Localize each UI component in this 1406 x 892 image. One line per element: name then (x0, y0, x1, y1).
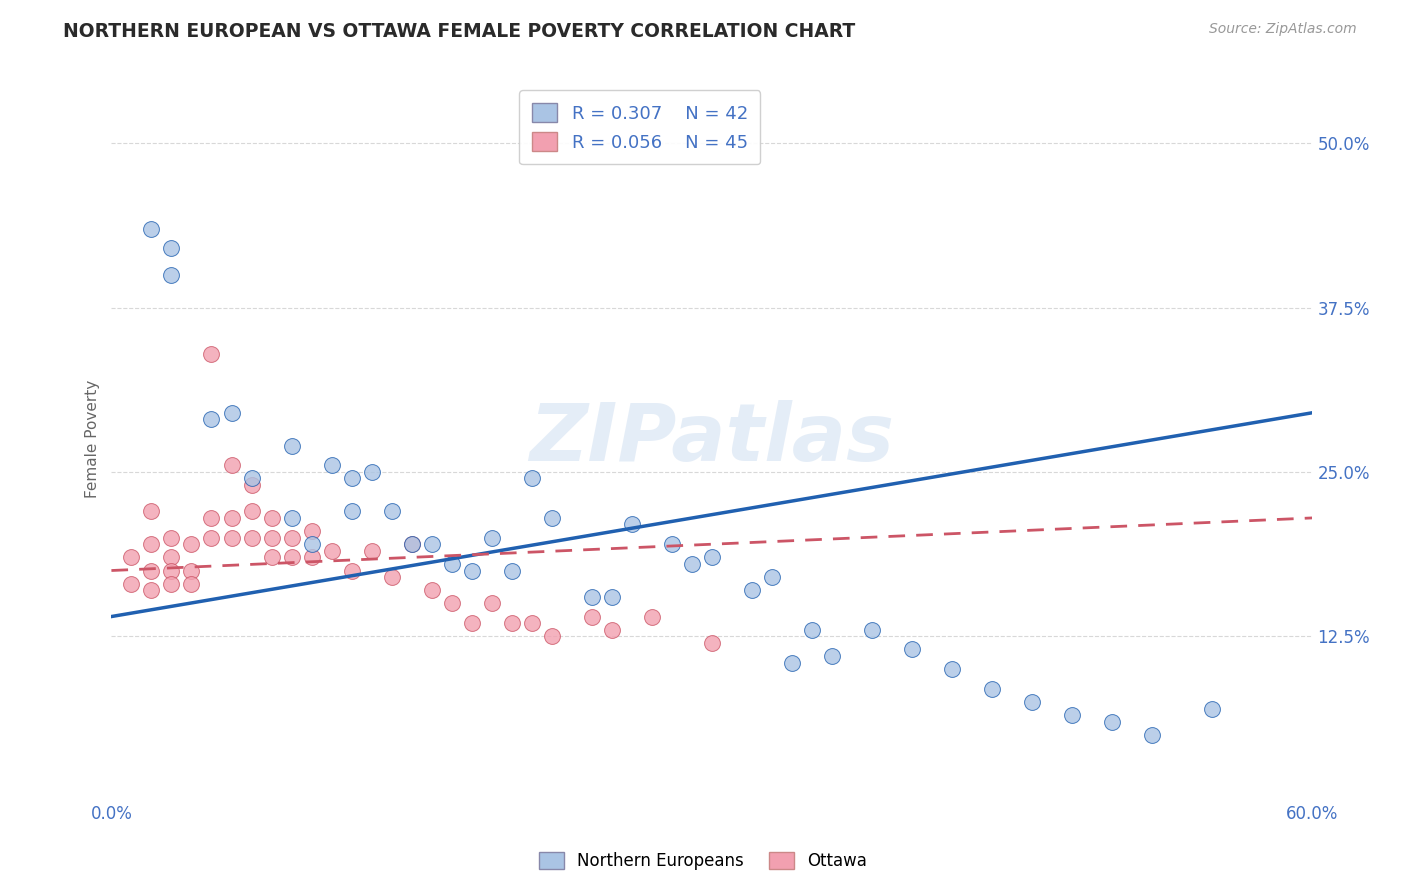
Point (1142, 728, 1164, 742)
Point (981, 681, 1004, 696)
Point (501, 616, 523, 631)
Point (700, 636, 723, 650)
Point (120, 576, 142, 591)
Point (260, 511, 283, 525)
Point (741, 583, 763, 598)
Point (420, 537, 443, 551)
Point (581, 609, 603, 624)
Point (801, 623, 824, 637)
Point (301, 537, 323, 551)
Point (180, 537, 202, 551)
Point (761, 570, 783, 584)
Point (321, 543, 343, 558)
Point (381, 570, 404, 584)
Point (141, 504, 163, 518)
Point (260, 550, 283, 565)
Y-axis label: Female Poverty: Female Poverty (86, 380, 100, 498)
Point (221, 406, 243, 420)
Point (180, 564, 202, 578)
Point (240, 531, 263, 545)
Point (600, 590, 623, 604)
Point (160, 268, 183, 282)
Point (1101, 714, 1123, 729)
Point (160, 550, 183, 565)
Point (120, 550, 142, 565)
Point (941, 662, 963, 676)
Point (620, 517, 643, 532)
Point (221, 511, 243, 525)
Point (200, 346, 222, 360)
Point (540, 511, 562, 525)
Point (340, 471, 363, 485)
Point (360, 465, 382, 479)
Point (180, 576, 202, 591)
Point (160, 576, 183, 591)
Point (340, 504, 363, 518)
Legend: Northern Europeans, Ottawa: Northern Europeans, Ottawa (533, 845, 873, 877)
Point (780, 656, 803, 670)
Point (520, 616, 543, 631)
Point (280, 439, 302, 453)
Point (581, 590, 603, 604)
Point (141, 564, 163, 578)
Point (301, 524, 323, 538)
Point (1021, 695, 1043, 709)
Point (381, 504, 404, 518)
Point (240, 504, 263, 518)
Point (1062, 708, 1084, 723)
Legend: R = 0.307    N = 42, R = 0.056    N = 45: R = 0.307 N = 42, R = 0.056 N = 45 (519, 90, 761, 164)
Text: NORTHERN EUROPEAN VS OTTAWA FEMALE POVERTY CORRELATION CHART: NORTHERN EUROPEAN VS OTTAWA FEMALE POVER… (63, 22, 855, 41)
Point (481, 531, 503, 545)
Point (340, 564, 363, 578)
Point (360, 543, 382, 558)
Point (600, 623, 623, 637)
Point (821, 648, 844, 663)
Point (200, 511, 222, 525)
Text: ZIPatlas: ZIPatlas (530, 400, 894, 478)
Point (160, 531, 183, 545)
Point (321, 458, 343, 473)
Point (200, 412, 222, 426)
Point (540, 629, 562, 643)
Point (501, 564, 523, 578)
Point (141, 583, 163, 598)
Point (141, 537, 163, 551)
Point (260, 531, 283, 545)
Point (401, 537, 423, 551)
Point (661, 537, 683, 551)
Point (240, 478, 263, 492)
Point (301, 550, 323, 565)
Point (280, 550, 302, 565)
Point (160, 241, 183, 255)
Point (700, 550, 723, 565)
Point (461, 564, 484, 578)
Point (200, 531, 222, 545)
Point (280, 531, 302, 545)
Point (221, 531, 243, 545)
Point (901, 642, 924, 657)
Point (240, 471, 263, 485)
Point (641, 609, 664, 624)
Point (401, 537, 423, 551)
Point (440, 557, 463, 571)
Point (681, 557, 703, 571)
Point (280, 511, 302, 525)
Point (221, 458, 243, 473)
Point (440, 596, 463, 610)
Point (860, 623, 883, 637)
Text: Source: ZipAtlas.com: Source: ZipAtlas.com (1209, 22, 1357, 37)
Point (1201, 701, 1223, 715)
Point (420, 583, 443, 598)
Point (461, 616, 484, 631)
Point (520, 471, 543, 485)
Point (141, 221, 163, 235)
Point (481, 596, 503, 610)
Point (160, 564, 183, 578)
